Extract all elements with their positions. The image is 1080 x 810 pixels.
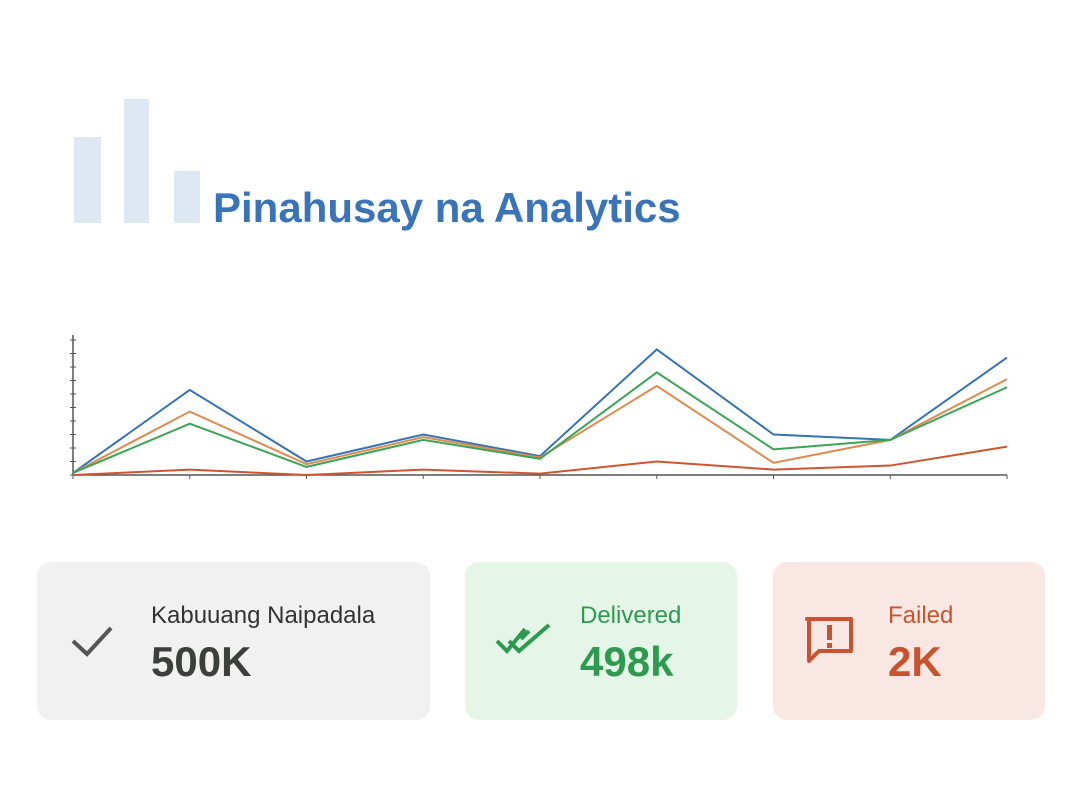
card-value: 2K — [888, 638, 942, 685]
card-label: Delivered — [580, 602, 682, 629]
card-label: Kabuuang Naipadala — [151, 602, 376, 629]
logo-bars — [74, 99, 200, 223]
card-value: 500K — [151, 638, 252, 685]
card-total: Kabuuang Naipadala 500K — [37, 562, 430, 720]
card-label: Failed — [888, 602, 954, 629]
line-series — [72, 378, 1008, 474]
title: Pinahusay na Analytics — [213, 184, 681, 231]
line-chart — [70, 335, 1008, 479]
alert-icon — [805, 617, 853, 663]
card-value: 498k — [580, 638, 674, 685]
line-series — [72, 371, 1008, 474]
card-delivered: Delivered 498k — [465, 562, 737, 720]
line-series — [72, 348, 1008, 474]
check-icon — [71, 626, 113, 657]
card-failed: Failed 2K — [773, 562, 1045, 720]
line-series — [72, 445, 1008, 477]
double-check-icon — [495, 623, 551, 654]
